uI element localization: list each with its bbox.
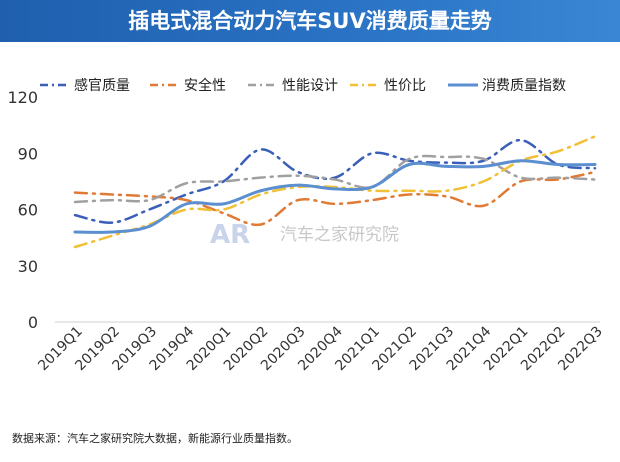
series-line <box>73 159 597 234</box>
line-chart: 汽车之家研究院AR03060901202019Q12019Q22019Q3201… <box>7 77 605 374</box>
legend-label: 性能设计 <box>282 78 338 94</box>
watermark-logo: AR <box>210 220 250 250</box>
data-source-note: 数据来源：汽车之家研究院大数据，新能源行业质量指数。 <box>12 432 298 445</box>
y-tick-label: 60 <box>18 201 38 220</box>
legend-label: 感官质量 <box>74 77 130 94</box>
series-line <box>73 138 597 224</box>
watermark: 汽车之家研究院 <box>280 225 399 245</box>
series-line <box>73 154 597 204</box>
y-tick-label: 30 <box>18 257 38 276</box>
y-tick-label: 120 <box>7 88 38 107</box>
y-tick-label: 90 <box>18 144 38 163</box>
legend-label: 消费质量指数 <box>482 78 566 94</box>
chart-title: 插电式混合动力汽车SUV消费质量走势 <box>0 0 620 42</box>
legend-label: 安全性 <box>184 77 226 94</box>
y-tick-label: 0 <box>28 313 38 332</box>
legend-label: 性价比 <box>384 78 426 94</box>
